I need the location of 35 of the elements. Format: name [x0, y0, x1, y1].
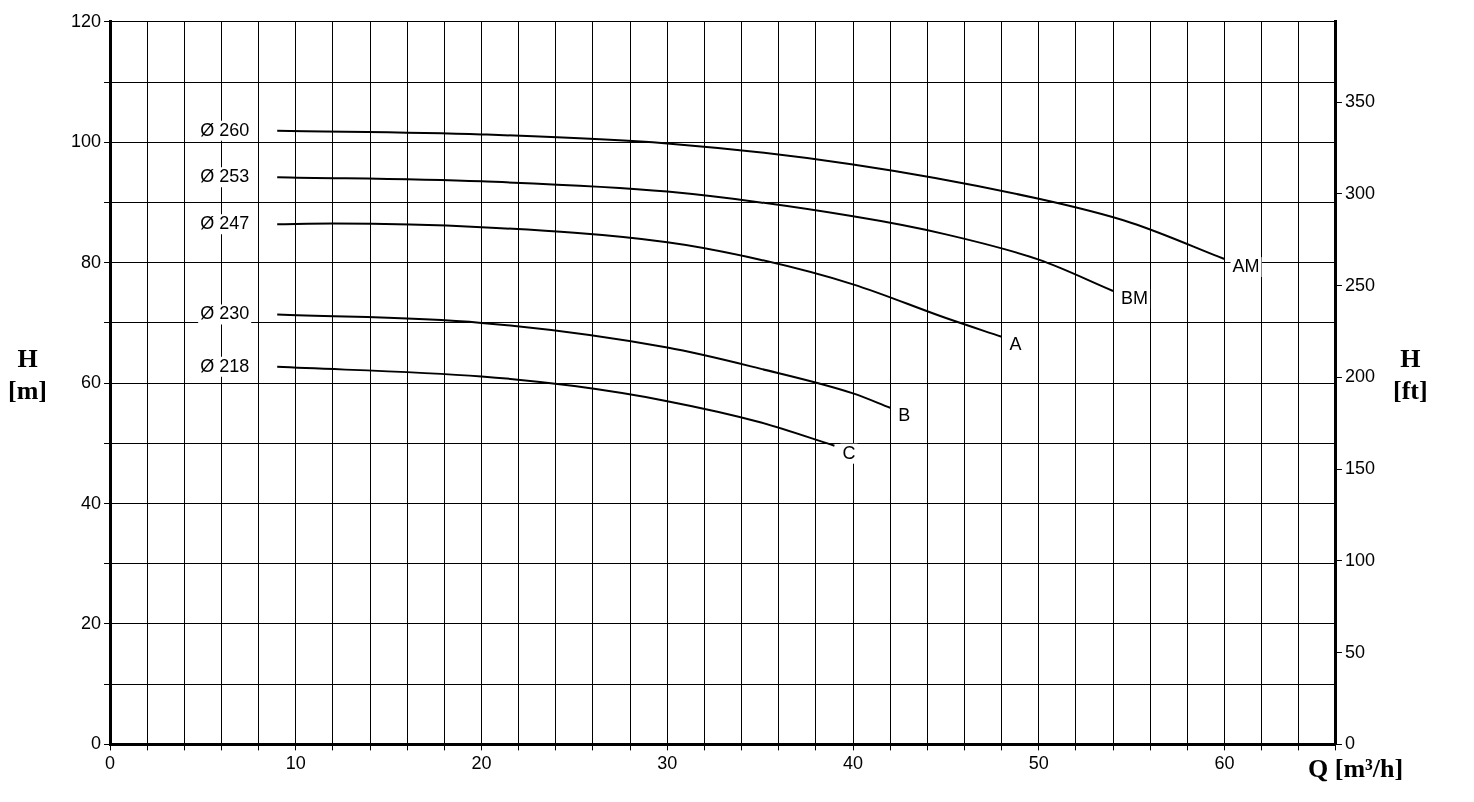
- x-tick-label: 20: [471, 753, 492, 774]
- series-label: Ø 253: [200, 166, 250, 187]
- y2-tick-label: 100: [1344, 549, 1376, 570]
- y2-tick-label: 50: [1344, 641, 1365, 662]
- y2-tick-label: 300: [1344, 182, 1376, 203]
- annotation: BM: [1121, 287, 1149, 308]
- y2-tick-label: 200: [1344, 366, 1376, 387]
- y2-tick-label: 350: [1344, 90, 1376, 111]
- x-axis-title: Q [m³/h]: [1308, 753, 1404, 785]
- x-tick-label: 40: [843, 753, 864, 774]
- y-axis-title: H [m]: [8, 343, 47, 407]
- annotation: A: [1009, 333, 1022, 354]
- x-tick-label: 50: [1028, 753, 1049, 774]
- y-tick-label: 60: [81, 372, 102, 393]
- series-label: Ø 247: [200, 213, 250, 234]
- annotation: AM: [1232, 256, 1260, 277]
- series-label: Ø 218: [200, 355, 250, 376]
- y-tick-label: 0: [91, 733, 102, 754]
- x-tick-label: 0: [105, 753, 116, 774]
- y-tick-label: 120: [70, 10, 102, 31]
- series-label: Ø 230: [200, 303, 250, 324]
- x-tick-label: 60: [1214, 753, 1235, 774]
- x-tick-label: 10: [285, 753, 306, 774]
- y2-tick-label: 250: [1344, 274, 1376, 295]
- annotation: B: [898, 404, 911, 425]
- y2-tick-label: 150: [1344, 458, 1376, 479]
- y-tick-label: 20: [81, 612, 102, 633]
- y-tick-label: 100: [70, 131, 102, 152]
- y2-axis-title: H [ft]: [1393, 343, 1428, 407]
- annotation: C: [842, 442, 856, 463]
- y-tick-label: 80: [81, 251, 102, 272]
- series-label: Ø 260: [200, 119, 250, 140]
- x-tick-label: 30: [657, 753, 678, 774]
- y2-tick-label: 0: [1344, 733, 1355, 754]
- y-tick-label: 40: [81, 492, 102, 513]
